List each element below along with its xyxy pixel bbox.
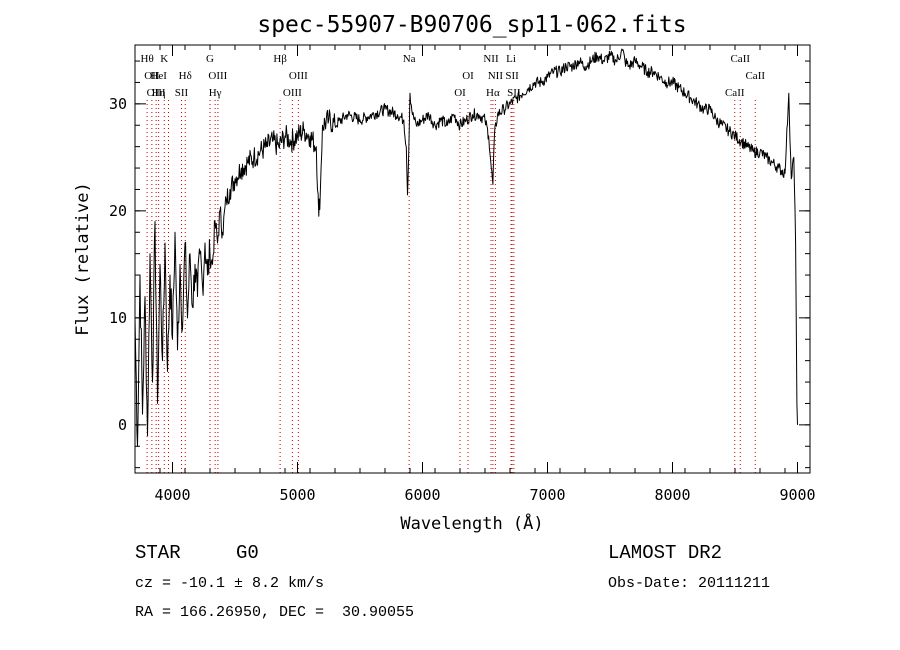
line-marker-label: OIII xyxy=(283,87,302,99)
x-tick-label: 5000 xyxy=(279,486,315,504)
y-axis-label: Flux (relative) xyxy=(73,182,93,336)
line-marker-layer: HθOIIOIIIHeIHηKSIIHδGHγOIIIHβOIIIOIIINaO… xyxy=(141,53,765,473)
x-tick-label: 6000 xyxy=(404,486,440,504)
line-marker-label: OII xyxy=(144,70,160,82)
x-axis-label: Wavelength (Å) xyxy=(400,512,543,534)
line-marker-label: G xyxy=(206,53,214,65)
line-marker-label: Hα xyxy=(486,87,500,99)
x-tick-label: 9000 xyxy=(779,486,815,504)
y-tick-label: 30 xyxy=(109,95,127,113)
y-tick-label: 20 xyxy=(109,202,127,220)
line-marker-label: Hγ xyxy=(209,87,222,99)
axis-tick-layer: 4000 5000 6000 7000 8000 9000 0 10 20 30 xyxy=(109,45,816,504)
line-marker-label: HeI xyxy=(150,70,167,82)
line-marker-label: OIII xyxy=(147,87,166,99)
line-marker-label: Hδ xyxy=(179,70,192,82)
spectrum-line xyxy=(134,48,798,447)
object-subclass: G0 xyxy=(236,542,259,564)
line-marker-label: OIII xyxy=(289,70,308,82)
line-marker-label: Na xyxy=(403,53,416,65)
line-marker-label: K xyxy=(160,53,168,65)
line-marker-label: CaII xyxy=(730,53,750,65)
object-class: STAR xyxy=(135,542,181,564)
x-tick-label: 4000 xyxy=(154,486,190,504)
radial-velocity: cz = -10.1 ± 8.2 km/s xyxy=(135,575,325,592)
line-marker-label: CaII xyxy=(725,87,745,99)
line-marker-label: NII xyxy=(488,70,504,82)
line-marker-label: Hη xyxy=(152,87,166,99)
x-tick-label: 7000 xyxy=(529,486,565,504)
line-marker-label: OI xyxy=(454,87,466,99)
y-tick-label: 0 xyxy=(118,416,127,434)
line-marker-label: OI xyxy=(462,70,474,82)
survey-name: LAMOST DR2 xyxy=(608,542,723,564)
observation-date: Obs-Date: 20111211 xyxy=(608,575,771,592)
x-tick-label: 8000 xyxy=(654,486,690,504)
plot-frame xyxy=(134,44,811,474)
line-marker-label: CaII xyxy=(745,70,765,82)
sky-coordinates: RA = 166.26950, DEC = 30.90055 xyxy=(135,604,415,621)
line-marker-label: NII xyxy=(483,53,499,65)
line-marker-label: Li xyxy=(506,53,516,65)
line-marker-label: OIII xyxy=(208,70,227,82)
line-marker-label: SII xyxy=(175,87,189,99)
line-marker-label: Hθ xyxy=(141,53,154,65)
line-marker-label: SII xyxy=(505,70,519,82)
line-marker-label: Hβ xyxy=(273,53,287,65)
y-tick-label: 10 xyxy=(109,309,127,327)
chart-title: spec-55907-B90706_sp11-062.fits xyxy=(257,12,686,38)
